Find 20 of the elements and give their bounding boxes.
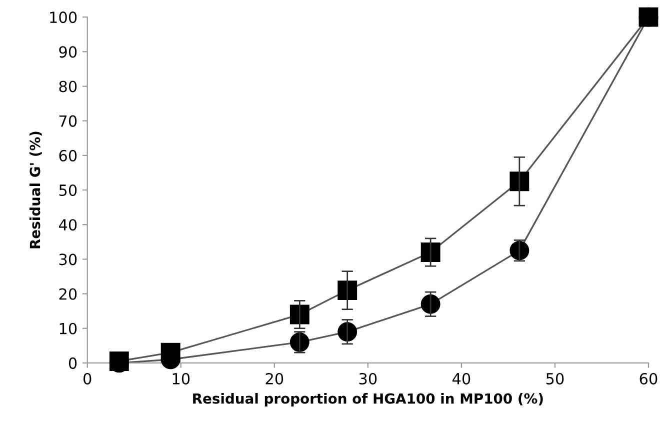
y-tick-label: 90 — [59, 46, 77, 58]
y-axis-title: Residual G' (%) — [29, 132, 42, 248]
x-tick-label: 60 — [640, 372, 658, 384]
y-tick-label: 0 — [68, 357, 77, 369]
x-tick-label: 20 — [266, 372, 284, 384]
x-axis-title: Residual proportion of HGA100 in MP100 (%) — [193, 393, 543, 406]
y-tick-label: 50 — [59, 184, 77, 196]
x-tick-label: 0 — [84, 372, 92, 384]
y-tick-label: 10 — [60, 322, 77, 334]
y-tick-label: 40 — [58, 219, 77, 231]
x-tick-label: 40 — [452, 372, 470, 384]
y-tick-label: 80 — [59, 80, 77, 92]
y-tick-label: 20 — [59, 288, 77, 300]
y-tick-label: 100 — [50, 12, 77, 24]
y-tick-label: 60 — [59, 150, 77, 162]
y-tick-label: 70 — [59, 115, 77, 127]
y-tick-label: 30 — [59, 254, 77, 266]
x-tick-label: 30 — [359, 372, 377, 384]
x-tick-label: 50 — [546, 372, 564, 384]
x-tick-label: 10 — [172, 372, 190, 384]
